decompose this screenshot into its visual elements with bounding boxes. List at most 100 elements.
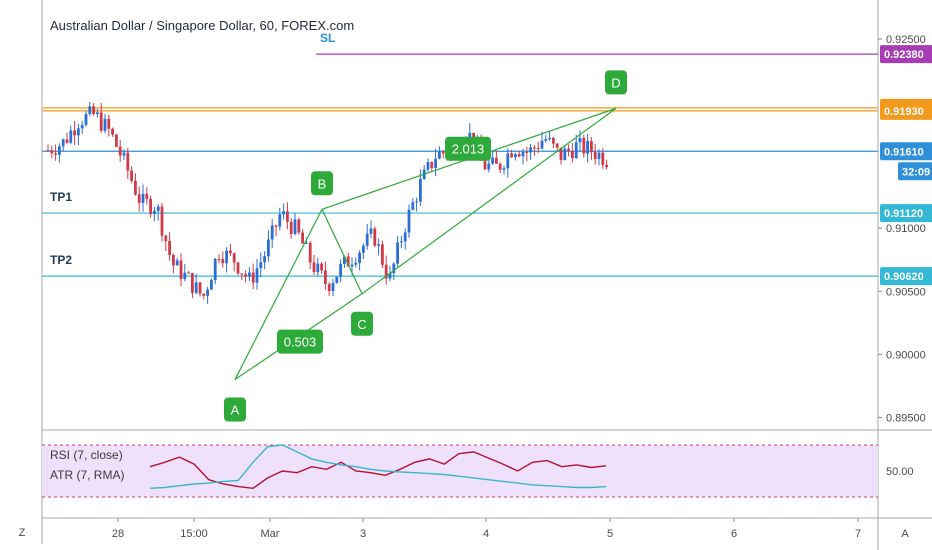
candle-body	[574, 142, 578, 159]
candle-body	[308, 242, 312, 263]
candle-body	[411, 202, 415, 210]
candle-body	[301, 232, 304, 244]
candle-body	[263, 256, 266, 263]
candle-body	[536, 147, 540, 149]
candle-body	[99, 112, 103, 131]
candle-body	[229, 250, 232, 254]
candle-body	[415, 201, 418, 203]
candle-body	[487, 163, 491, 170]
candle-body	[365, 233, 369, 246]
candle-body	[217, 258, 221, 260]
candle-body	[559, 147, 563, 161]
candle-body	[601, 152, 605, 165]
candle-body	[369, 228, 373, 234]
pattern-point-label: B	[318, 176, 327, 191]
candle-body	[73, 130, 76, 136]
candle-body	[107, 118, 111, 129]
candle-body	[563, 148, 567, 161]
candle-body	[373, 228, 377, 246]
candle-body	[358, 252, 361, 263]
candle-body	[255, 268, 259, 283]
level-label: TP2	[50, 253, 72, 267]
pattern-point-badge	[224, 397, 246, 422]
candle-body	[164, 235, 168, 242]
candle-body	[555, 143, 559, 148]
legend-entry: RSI (7, close)	[50, 448, 123, 462]
candle-body	[156, 206, 160, 211]
level-badge	[880, 45, 932, 64]
candle-body	[426, 162, 430, 170]
candle-body	[96, 112, 99, 115]
candle-body	[88, 106, 92, 114]
x-tick-label: 28	[112, 528, 124, 540]
candle-body	[514, 154, 517, 158]
candle-body	[419, 178, 422, 202]
candle-body	[529, 147, 532, 153]
candle-body	[194, 282, 198, 293]
candle-body	[232, 253, 236, 263]
candle-body	[506, 153, 510, 169]
candle-body	[396, 242, 399, 264]
candle-body	[282, 211, 285, 215]
pattern-point-badge	[351, 311, 373, 336]
candle-body	[567, 148, 570, 151]
candle-body	[590, 140, 593, 152]
candle-body	[377, 244, 380, 246]
candle-body	[362, 245, 365, 253]
candle-body	[61, 139, 65, 147]
pattern-point-badge	[311, 171, 333, 196]
x-tick-label: 15:00	[180, 528, 208, 540]
y-tick-label: 0.90500	[886, 286, 926, 298]
candle-body	[179, 260, 183, 280]
pattern-point-label: C	[357, 317, 366, 332]
candle-body	[533, 147, 536, 149]
candle-body	[521, 151, 525, 157]
candle-body	[400, 241, 403, 243]
y-tick-label: 0.91000	[886, 223, 926, 235]
candle-body	[552, 137, 555, 144]
candle-body	[137, 194, 141, 203]
candle-body	[202, 293, 206, 296]
candle-body	[293, 219, 297, 235]
auto-scale-button: A	[901, 528, 909, 540]
level-badge	[880, 142, 932, 161]
legend-entry: ATR (7, RMA)	[50, 468, 124, 482]
candle-body	[134, 180, 137, 195]
candle-body	[605, 164, 608, 168]
pattern-point-label: A	[231, 403, 240, 418]
candle-body	[343, 256, 346, 264]
chart-title: Australian Dollar / Singapore Dollar, 60…	[50, 18, 354, 33]
y-tick-label: 0.89500	[886, 412, 926, 424]
candle-body	[198, 282, 202, 294]
indicator-tick-label: 50.00	[886, 466, 914, 478]
pattern-line	[234, 209, 323, 380]
x-tick-label: 6	[731, 528, 737, 540]
candle-body	[267, 239, 270, 257]
candle-body	[430, 162, 434, 168]
candle-body	[270, 225, 274, 240]
level-badge-text: 0.90620	[884, 271, 924, 283]
candle-body	[434, 158, 437, 168]
pattern-line	[321, 209, 363, 295]
level-badge-text: 0.91120	[884, 208, 923, 220]
candle-body	[571, 150, 574, 159]
candle-body	[438, 151, 441, 159]
candle-body	[540, 140, 544, 149]
candle-body	[483, 160, 487, 170]
candle-body	[240, 273, 244, 275]
candle-body	[118, 146, 122, 156]
candle-body	[502, 168, 506, 170]
candle-body	[153, 210, 156, 215]
candle-body	[403, 232, 407, 242]
candle-body	[316, 263, 320, 272]
candle-body	[354, 262, 358, 265]
candle-body	[213, 258, 217, 281]
level-badge-text: 0.91610	[884, 146, 924, 158]
candle-body	[172, 254, 175, 266]
candle-body	[407, 209, 411, 233]
ratio-label: 2.013	[452, 142, 485, 157]
candle-body	[77, 128, 80, 136]
x-tick-label: Mar	[261, 528, 280, 540]
candle-body	[145, 193, 149, 199]
level-badge	[880, 101, 932, 120]
